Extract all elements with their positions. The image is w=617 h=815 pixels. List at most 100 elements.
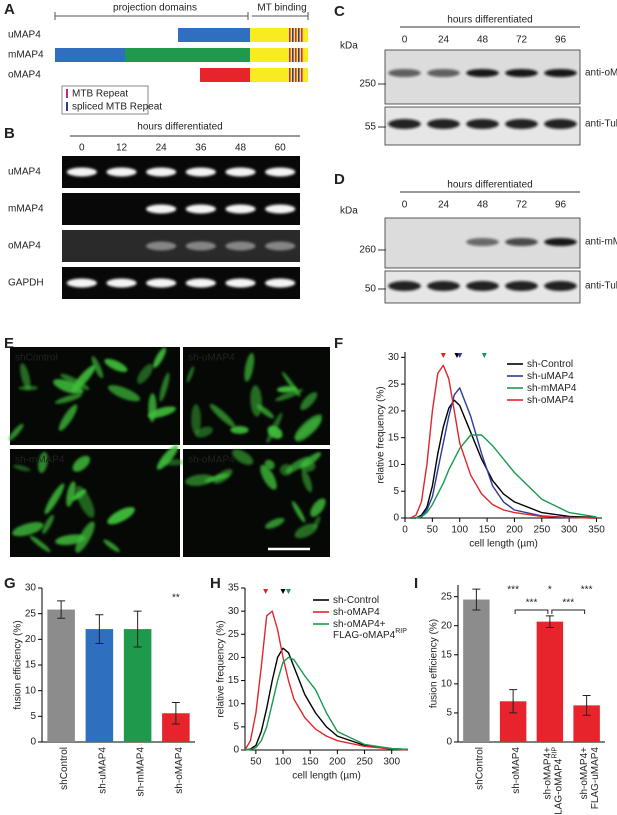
error-bar	[545, 615, 554, 628]
repeat	[292, 68, 294, 82]
annotation: *	[548, 585, 552, 596]
series-line	[410, 434, 597, 519]
cell	[20, 363, 31, 390]
x-tick-label: 150	[479, 525, 496, 536]
bar	[85, 629, 114, 742]
label-part: sh-uMAP4	[97, 747, 108, 794]
y-tick-label: 25	[228, 629, 240, 640]
lane-label: 72	[516, 200, 528, 211]
lane-label: 24	[438, 200, 450, 211]
error-bar	[133, 610, 142, 648]
unit-label: kDa	[340, 41, 358, 52]
lane-label: 48	[235, 143, 247, 154]
cell	[148, 393, 157, 422]
y-tick-label: 5	[446, 708, 452, 719]
blot-band	[505, 119, 538, 129]
blot-band	[466, 69, 499, 77]
antibody-label: anti-oMAP4	[585, 68, 617, 79]
x-tick-label: 150	[302, 757, 319, 768]
domain-label: MT binding	[257, 3, 306, 14]
gel	[62, 267, 300, 299]
header: hours differentiated	[447, 180, 532, 191]
blot-band	[427, 281, 460, 291]
panel-label: G	[4, 575, 16, 592]
x-tick-label: sh-uMAP4	[97, 747, 108, 794]
legend-label: sh-oMAP4	[333, 607, 380, 618]
cell	[159, 372, 170, 402]
peak-marker	[457, 353, 463, 358]
x-axis-label: cell length (µm)	[292, 771, 361, 782]
y-tick-label: 25	[388, 379, 400, 390]
error-bar	[57, 600, 66, 619]
x-tick-label: sh-mMAP4	[135, 747, 146, 797]
series-line	[244, 647, 409, 751]
panel-label: D	[334, 171, 345, 188]
x-tick-label: FLAG-uMAP4	[590, 747, 601, 810]
gel-band	[225, 241, 256, 251]
y-tick-label: 20	[25, 634, 37, 645]
cell	[191, 404, 201, 435]
legend-label: spliced MTB Repeat	[72, 102, 162, 113]
label-part: sh-mMAP4	[135, 747, 146, 797]
cell	[294, 414, 323, 440]
y-tick-label: 0	[393, 513, 399, 524]
cell	[310, 498, 326, 517]
cell	[53, 379, 84, 395]
y-tick-label: 35	[228, 583, 240, 594]
y-tick-label: 15	[228, 675, 240, 686]
y-tick-label: 25	[25, 608, 37, 619]
repeat	[298, 68, 300, 82]
y-axis-label: fusion efficiency (%)	[429, 619, 440, 708]
panel-label: F	[334, 335, 343, 352]
x-tick-label: FLAG-oMAP4RIP	[552, 747, 564, 815]
repeat	[301, 48, 303, 62]
label-part: sh-Control	[333, 595, 379, 606]
annotation: ***	[507, 585, 519, 596]
x-tick-label: sh-oMAP4	[511, 747, 522, 794]
label-part: sh-Control	[527, 359, 573, 370]
series-line	[244, 610, 409, 751]
gel-band	[225, 278, 256, 288]
series-line	[410, 399, 597, 519]
header: hours differentiated	[137, 122, 222, 133]
cell	[281, 371, 301, 397]
blot-band	[427, 119, 460, 129]
blot-band	[505, 281, 538, 291]
x-tick-label: 100	[451, 525, 468, 536]
x-tick-label: 0	[402, 525, 408, 536]
size-marker: 250	[359, 79, 376, 90]
gel-band	[185, 167, 216, 177]
domain	[178, 28, 250, 42]
y-tick-label: 0	[233, 745, 239, 756]
y-tick-label: 15	[388, 432, 400, 443]
antibody-label: anti-mMAP4	[585, 237, 617, 248]
peak-marker	[263, 589, 269, 594]
y-tick-label: 5	[30, 711, 36, 722]
y-tick-label: 20	[441, 620, 453, 631]
y-tick-label: 30	[25, 583, 37, 594]
size-marker: 50	[365, 284, 377, 295]
cell	[107, 385, 141, 402]
gel-band	[185, 278, 216, 288]
lane-label: 48	[477, 35, 489, 46]
label-part: sh-oMAP4	[333, 607, 380, 618]
gel-band	[225, 204, 256, 214]
row-label: oMAP4	[8, 241, 41, 252]
y-axis-label: fusion efficiency (%)	[13, 620, 24, 709]
legend-label: MTB Repeat	[72, 89, 128, 100]
y-tick-label: 25	[441, 591, 453, 602]
series-line	[244, 656, 409, 751]
x-tick-label: 200	[329, 757, 346, 768]
panel-label: I	[414, 575, 418, 592]
lane-label: 24	[156, 143, 168, 154]
error-bar	[509, 689, 518, 714]
row-label: GAPDH	[8, 278, 44, 289]
cell	[66, 481, 76, 507]
peak-marker	[440, 353, 446, 358]
cell	[301, 469, 313, 493]
condition-label: sh-oMAP4	[188, 455, 235, 466]
blot-band	[388, 69, 421, 77]
label-part: sh-oMAP4	[174, 747, 185, 794]
cell	[38, 451, 48, 474]
